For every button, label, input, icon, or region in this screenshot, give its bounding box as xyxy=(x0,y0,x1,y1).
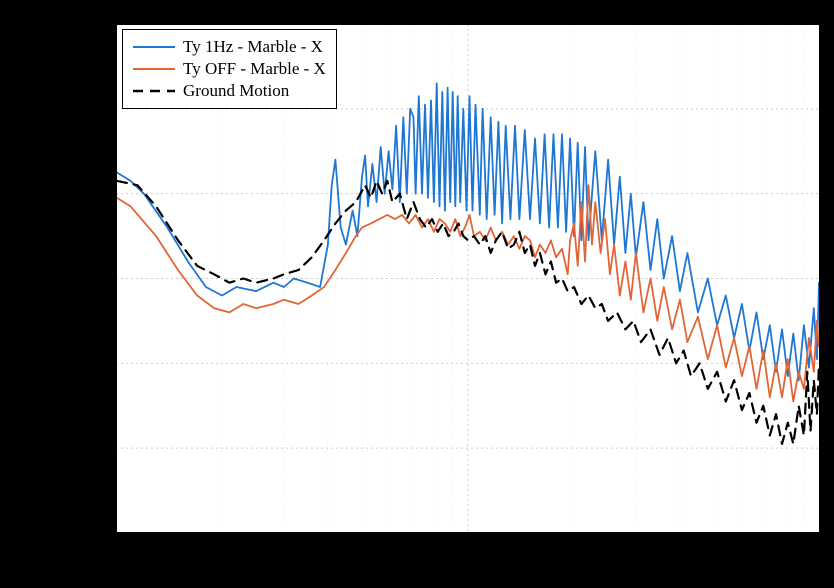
legend-label-ty1hz: Ty 1Hz - Marble - X xyxy=(183,37,323,57)
legend-swatch-ground xyxy=(133,82,175,100)
legend-swatch-ty1hz xyxy=(133,38,175,56)
legend-row-ty1hz: Ty 1Hz - Marble - X xyxy=(133,36,326,58)
legend-swatch-tyoff xyxy=(133,60,175,78)
legend-row-ground: Ground Motion xyxy=(133,80,326,102)
legend-label-ground: Ground Motion xyxy=(183,81,289,101)
legend-row-tyoff: Ty OFF - Marble - X xyxy=(133,58,326,80)
legend-label-tyoff: Ty OFF - Marble - X xyxy=(183,59,326,79)
chart-legend: Ty 1Hz - Marble - XTy OFF - Marble - XGr… xyxy=(122,29,337,109)
